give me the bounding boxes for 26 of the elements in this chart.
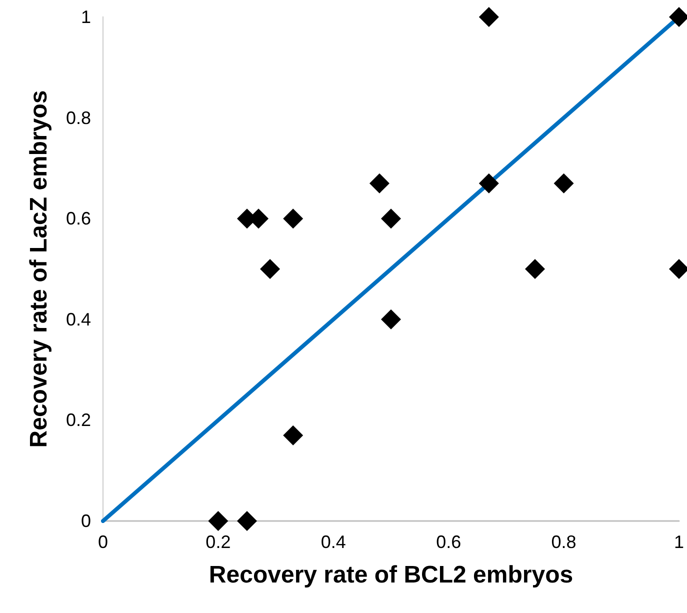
point: [478, 7, 499, 27]
point: [478, 173, 499, 194]
point: [283, 208, 304, 229]
point: [283, 425, 304, 446]
point: [208, 511, 228, 531]
point: [554, 173, 574, 194]
point: [524, 259, 545, 279]
point: [237, 511, 257, 531]
x-tick-label: 0.6: [436, 532, 462, 552]
point: [380, 208, 401, 229]
x-axis-title: Recovery rate of BCL2 embryos: [208, 562, 574, 588]
x-tick-label: 0.8: [551, 532, 576, 552]
point: [380, 309, 401, 330]
y-tick-label: 0.2: [66, 410, 91, 430]
x-tick-label: 0: [98, 532, 108, 552]
y-tick-label: 1: [80, 7, 91, 27]
y-tick-label: 0: [80, 511, 91, 531]
point: [369, 173, 390, 194]
y-tick-label: 0.6: [66, 208, 91, 229]
y-axis-title: Recovery rate of LacZ embryos: [26, 90, 52, 448]
point: [260, 259, 280, 279]
y-tick-label: 0.8: [66, 108, 91, 128]
x-tick-label: 0.2: [206, 532, 231, 552]
x-tick-label: 1: [674, 532, 684, 552]
x-tick-label: 0.4: [320, 532, 346, 552]
y-tick-label: 0.4: [66, 309, 91, 330]
